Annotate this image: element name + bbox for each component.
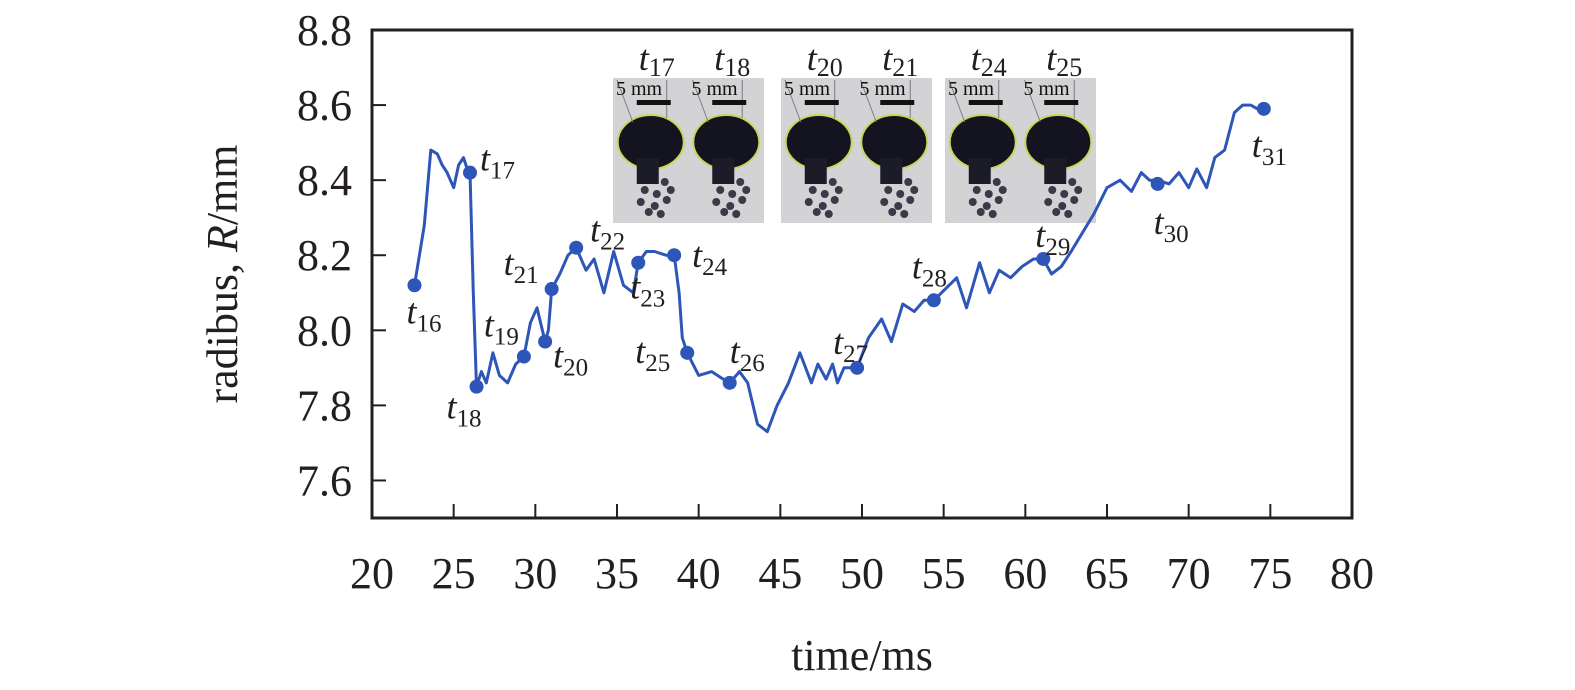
- time-point-label: t22: [590, 210, 625, 256]
- inset-frame-label: t25: [1046, 38, 1082, 82]
- time-point-label: t16: [406, 291, 441, 337]
- time-point-label: t25: [635, 331, 670, 377]
- time-point-label: t30: [1154, 202, 1189, 248]
- time-point-label: t23: [630, 267, 665, 313]
- x-tick-label: 25: [432, 549, 476, 598]
- x-axis-title: time/ms: [791, 631, 933, 680]
- time-point-marker: [463, 165, 477, 180]
- inset-panel: 5 mm 5 mm: [781, 78, 932, 223]
- x-tick-label: 60: [1003, 549, 1047, 598]
- time-point-marker: [1150, 176, 1165, 191]
- x-tick-label: 55: [922, 549, 966, 598]
- time-point-marker: [538, 334, 553, 349]
- scale-bar-label: 5 mm: [860, 78, 907, 100]
- x-tick-label: 80: [1330, 549, 1374, 598]
- time-point-label: t27: [833, 322, 868, 368]
- time-point-marker: [1256, 101, 1271, 116]
- y-tick-label: 7.8: [297, 381, 352, 430]
- x-tick-label: 45: [758, 549, 802, 598]
- time-point-label: t28: [912, 246, 947, 292]
- inset-panel: 5 mm 5 mm: [613, 78, 764, 223]
- inset-frame-label: t17: [639, 38, 675, 82]
- x-tick-label: 65: [1085, 549, 1129, 598]
- y-tick-label: 8.6: [297, 81, 352, 130]
- time-point-marker: [631, 255, 646, 270]
- time-point-marker: [544, 282, 559, 297]
- time-point-marker: [1036, 251, 1051, 266]
- scale-bar: [1044, 100, 1079, 105]
- time-point-label: t26: [730, 331, 765, 377]
- scale-bar: [968, 100, 1003, 105]
- scale-bar-label: 5 mm: [616, 78, 663, 100]
- radius-line: [413, 103, 1264, 434]
- scale-bar-label: 5 mm: [784, 78, 831, 100]
- y-tick-label: 8.8: [297, 6, 352, 55]
- scale-bar-label: 5 mm: [1024, 78, 1071, 100]
- time-point-label: t17: [480, 139, 515, 185]
- y-tick-label: 8.2: [297, 231, 352, 280]
- y-axis-title: radibus, R/mm: [198, 144, 247, 403]
- time-point-label: t19: [484, 305, 519, 351]
- scale-bar: [712, 100, 747, 105]
- time-point-label: t31: [1252, 125, 1287, 171]
- time-point-marker: [722, 375, 737, 390]
- time-point-label: t24: [692, 235, 728, 281]
- time-point-label: t21: [504, 243, 539, 289]
- x-axis-ticks: 20 25 30 35 40 45 50 55 60 65 70 75 80: [350, 504, 1374, 598]
- time-point-label: t29: [1035, 215, 1070, 261]
- scale-bar-label: 5 mm: [948, 78, 995, 100]
- x-tick-label: 35: [595, 549, 639, 598]
- x-tick-label: 75: [1248, 549, 1292, 598]
- axes: 20 25 30 35 40 45 50 55 60 65 70 75 80 8.88.68.48.28…: [198, 6, 1374, 680]
- inset-frame-label: t20: [807, 38, 843, 82]
- x-tick-label: 30: [513, 549, 557, 598]
- scale-bar: [804, 100, 839, 105]
- time-point-label: t20: [553, 336, 588, 382]
- inset-frame-label: t18: [714, 38, 750, 82]
- radius-line-series: [413, 103, 1264, 434]
- time-point-marker: [926, 293, 941, 308]
- time-point-label: t18: [447, 387, 482, 433]
- time-point-marker: [516, 349, 531, 364]
- time-point-marker: [680, 345, 695, 360]
- y-tick-label: 8.0: [297, 306, 352, 355]
- time-point-marker: [469, 379, 484, 394]
- time-point-marker: [569, 240, 584, 255]
- y-tick-label: 7.6: [297, 456, 352, 505]
- inset-frame-label: t24: [971, 38, 1007, 82]
- time-point-marker: [667, 248, 682, 263]
- scale-bar-label: 5 mm: [692, 78, 739, 100]
- scale-bar: [880, 100, 915, 105]
- x-tick-label: 50: [840, 549, 884, 598]
- x-tick-label: 40: [677, 549, 721, 598]
- time-point-marker: [850, 360, 865, 375]
- time-point-marker: [407, 278, 422, 293]
- inset-panel: 5 mm 5 mm: [945, 78, 1096, 223]
- x-tick-label: 20: [350, 549, 394, 598]
- inset-frame-label: t21: [882, 38, 918, 82]
- y-axis-ticks: 8.8 8.6 8.4 8.2 8.0 7.8 7.6: [297, 6, 386, 505]
- y-tick-label: 8.4: [297, 156, 352, 205]
- x-tick-label: 70: [1167, 549, 1211, 598]
- scale-bar: [636, 100, 671, 105]
